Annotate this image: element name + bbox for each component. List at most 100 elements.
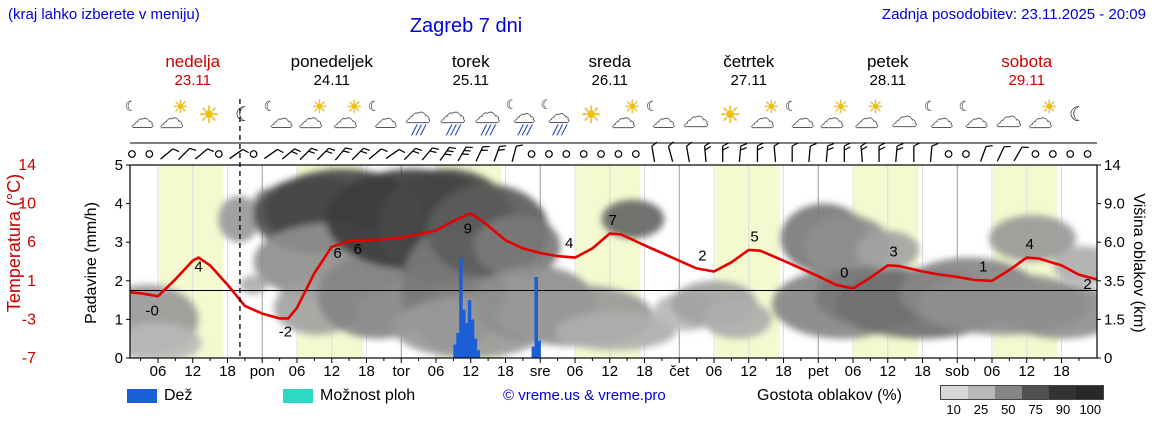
wind-barb-icon	[1013, 146, 1029, 162]
drops-icon: ╱╱╱	[446, 125, 460, 135]
wind-barb-tick	[516, 144, 523, 147]
x-tick-label: 12	[323, 363, 340, 380]
wind-barb-shaft	[1013, 146, 1023, 162]
sun-icon: ☀	[311, 97, 328, 117]
plot-frame	[129, 164, 1098, 359]
weather-icon-sun-cloud: ☀ ☁	[748, 96, 784, 140]
rain-bar	[464, 323, 469, 358]
wind-barb-icon	[825, 143, 835, 163]
precip-tick-label: 5	[115, 157, 123, 174]
wind-barb-icon	[368, 148, 388, 160]
temperature-value-label: 0	[840, 265, 848, 282]
wind-barb-tick	[363, 147, 371, 152]
wind-barb-shaft	[685, 146, 690, 162]
day-date: 25.11	[452, 71, 489, 89]
copyright-link[interactable]: © vreme.us & vreme.pro	[503, 387, 666, 404]
wind-barb-icon	[996, 145, 1011, 162]
x-tick-label: 06	[845, 363, 862, 380]
cloud-height-tick-label: 3.5	[1104, 273, 1125, 290]
weather-icon-cloud: ☁	[679, 96, 715, 140]
weather-icon-sun: ☀	[713, 96, 749, 140]
moon-icon: ☾	[784, 98, 798, 114]
weather-icon-sun: ☀	[574, 96, 610, 140]
wind-barb-tick	[722, 142, 729, 147]
cloud-blob	[1000, 284, 1097, 339]
wind-barb-tick	[913, 142, 921, 147]
x-tick-label: 06	[706, 363, 723, 380]
temperature-line	[130, 212, 1097, 320]
wind-barb-shaft	[825, 145, 829, 163]
wind-calm-icon	[1048, 150, 1057, 158]
cloud-icon: ☁	[995, 102, 1022, 132]
cloud-blob	[239, 275, 268, 295]
wind-barb-tick	[985, 145, 993, 148]
wind-calm-icon	[249, 150, 258, 158]
x-tick-label: 12	[601, 363, 618, 380]
cloud-height-tick-label: 6.0	[1104, 234, 1125, 251]
day-date: 26.11	[591, 71, 628, 89]
wind-barb-tick	[499, 145, 507, 148]
cloud-icon: ☁	[130, 106, 154, 132]
wind-barb-shaft	[264, 148, 278, 160]
rain-bar	[531, 346, 536, 358]
moon-icon: ☾	[263, 98, 277, 114]
drops-icon: ╱╱╱	[552, 125, 567, 135]
day-date: 27.11	[730, 71, 767, 89]
wind-barb-shaft	[493, 146, 501, 162]
sun-icon: ☀	[1041, 97, 1058, 117]
wind-barb-icon	[913, 142, 921, 162]
cloud-icon: ☁	[819, 106, 844, 133]
wind-barb-tick	[740, 143, 748, 147]
cloud-blob	[856, 230, 920, 270]
wind-barb-icon	[895, 143, 904, 163]
wind-barb-tick	[878, 146, 886, 151]
wind-barb-tick	[896, 143, 904, 147]
wind-barb-icon	[860, 142, 868, 163]
wind-barb-shaft	[281, 148, 295, 160]
weather-icon-cloud-sun: ☀ ☁	[818, 96, 854, 140]
x-tick-label: 18	[497, 363, 514, 380]
last-update-text: Zadnja posodobitev: 23.11.2025 - 20:09	[881, 6, 1146, 23]
cloud-height-tick-label: 14	[1104, 157, 1121, 174]
cloud-icon: ☁	[891, 102, 918, 132]
wind-barb-tick	[791, 142, 799, 147]
wind-barb-icon	[229, 148, 249, 160]
weather-icon-cloud: ☁	[991, 96, 1027, 140]
x-tick-label: 12	[1018, 363, 1035, 380]
wind-barb-tick	[342, 150, 350, 154]
cloud-blob	[130, 323, 202, 358]
x-axis: 06 12 18 pon 06 12 18 tor 06 12 18 sre 06 12 18 čet 06 12…	[140, 358, 1080, 380]
rain-bar	[537, 340, 541, 358]
temperature-tick-label: 14	[18, 157, 36, 174]
x-tick-label: 18	[636, 363, 653, 380]
rain-bar	[456, 332, 460, 358]
wind-barb-shaft	[929, 145, 933, 163]
wind-calm-icon	[614, 150, 623, 158]
weather-icon-moon-cloud: ☾ ☁	[783, 96, 819, 140]
wind-barb-icon	[351, 147, 371, 161]
day-header-četrtek: četrtek 27.11	[679, 52, 819, 89]
wind-barb-shaft	[177, 147, 191, 161]
wind-barb-tick	[325, 150, 333, 154]
day-header-sobota: sobota 29.11	[957, 52, 1097, 89]
moon-icon: ☾	[367, 98, 381, 114]
day-header-sreda: sreda 26.11	[540, 52, 680, 89]
cloud-blob	[601, 199, 665, 239]
wind-calm-icon	[545, 150, 553, 158]
weather-icon-moon: ☾	[227, 96, 263, 140]
wind-barb-tick	[481, 149, 488, 151]
wind-barb-tick	[398, 148, 406, 154]
temperature-value-label: -2	[279, 323, 292, 340]
wind-barb-shaft	[334, 147, 347, 161]
weather-icon-sun-cloud: ☀ ☁	[852, 96, 888, 140]
cloud-icon: ☁	[333, 106, 358, 133]
rain-bar	[534, 276, 538, 358]
wind-calm-icon	[962, 150, 970, 158]
wind-barb-icon	[493, 145, 507, 162]
weather-icons-row: ☾ ☁ ☀ ☁ ☀ ☾ ☾ ☁ ☀ ☁ ☀ ☁ ☾ ☁ ☁ ╱╱╱ ☁ ╱╱╱ ☁ ╱╱╱ ☾ ☁ ╱╱╱ ☾ ☁ ╱╱╱ ☀ ☀ ☁ ☾…	[0, 96, 1152, 142]
sun-icon: ☀	[580, 102, 602, 129]
wind-barb-tick	[462, 153, 469, 156]
wind-barb-tick	[328, 147, 336, 152]
weather-icon-rain: ☁ ╱╱╱	[401, 96, 437, 140]
